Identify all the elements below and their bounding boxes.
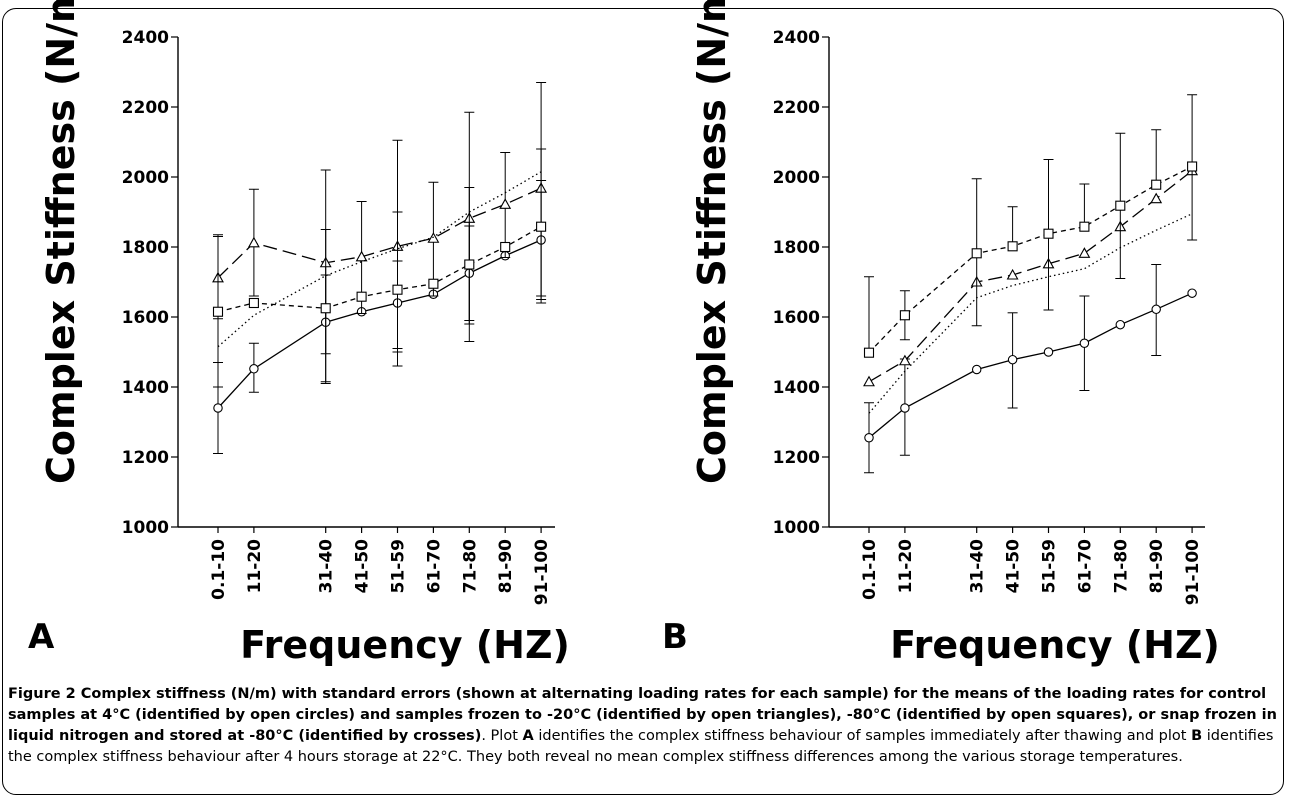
chart-b-x-tick-label: 31-40 (968, 539, 988, 594)
chart-a-y-tick-label: 1000 (122, 518, 169, 538)
chart-b-series-3-point (1151, 179, 1162, 190)
chart-a-series-1-line (217, 239, 542, 409)
chart-panel-a: Complex Stiffness (N/m) Frequency (HZ) A… (0, 0, 640, 680)
chart-a-x-tick-label: 11-20 (245, 539, 265, 594)
chart-b-series-1-point (1043, 347, 1054, 357)
caption-text-3: identifies the complex stiffness behavio… (8, 728, 1274, 765)
chart-b-series-1-point (864, 432, 874, 443)
chart-a-series-3-point (392, 284, 403, 295)
chart-b-y-tick-label: 1800 (773, 238, 820, 258)
chart-a-y-tick-label: 2400 (122, 28, 169, 48)
chart-a-y-tick-label: 2000 (122, 168, 169, 188)
chart-a-y-tick-label: 2200 (122, 98, 169, 118)
chart-b-series-3-point (971, 248, 982, 259)
chart-b-y-tick-label: 2000 (773, 168, 820, 188)
chart-a-series-4-line (217, 171, 542, 348)
chart-b-x-tick-label: 81-90 (1147, 539, 1167, 594)
chart-b-series-3-point (899, 310, 910, 321)
chart-a-series-1-point (213, 403, 223, 413)
chart-a-series-3-point (464, 259, 475, 270)
chart-a-y-axis-label: Complex Stiffness (N/m) (39, 0, 83, 484)
chart-b-y-tick-label: 1200 (773, 448, 820, 468)
chart-a-series-3-point (248, 297, 259, 309)
caption-heading: Figure 2 Complex stiffness (N/m) with st… (8, 686, 1277, 744)
chart-b-plot-area: 1000 1200 1400 1600 1800 2000 2200 2400 0.1-10 11… (773, 28, 1205, 605)
chart-b-y-tick-label: 2400 (773, 28, 820, 48)
chart-a-y-tick-label: 1200 (122, 448, 169, 468)
chart-panel-b: Complex Stiffness (N/m) Frequency (HZ) B… (650, 0, 1290, 680)
chart-a-plot-area: 1000 1200 1400 1600 1800 2000 2200 2400 0.1-10 11… (122, 28, 555, 605)
chart-b-y-tick-label: 2200 (773, 98, 820, 118)
chart-b-x-tick-label: 11-20 (896, 539, 916, 594)
chart-b-x-tick-label: 41-50 (1004, 539, 1024, 594)
chart-a-series-2-line (217, 187, 542, 279)
chart-b-series-3-point (1079, 221, 1090, 232)
chart-b-svg: Complex Stiffness (N/m) Frequency (HZ) B… (662, 0, 1220, 667)
chart-b-series-1-point (1187, 288, 1197, 298)
chart-b-series-3-point (1007, 241, 1018, 252)
chart-b-series-1-point (900, 403, 910, 413)
chart-a-series-2-point (247, 236, 260, 248)
chart-a-x-axis-label: Frequency (HZ) (240, 623, 570, 667)
caption-letter-a: A (522, 728, 534, 744)
figure-frame (2, 8, 1284, 795)
chart-b-y-tick-label: 1400 (773, 378, 820, 398)
chart-b-series-2-point (1078, 247, 1091, 258)
chart-b-series-1-point (971, 364, 982, 375)
chart-a-series-3-point (428, 278, 439, 289)
chart-b-series-1-point (1007, 354, 1018, 365)
chart-a-series-3-point (212, 306, 224, 317)
chart-a-x-tick-label: 31-40 (317, 539, 337, 594)
chart-a-series-3-point (500, 241, 511, 253)
chart-b-series-1-point (1079, 338, 1090, 348)
caption-text-1: . Plot (481, 728, 523, 744)
chart-b-x-tick-label: 71-80 (1111, 539, 1131, 594)
chart-a-series-1-point (249, 364, 259, 374)
chart-b-series-1-line (868, 292, 1193, 439)
chart-b-x-tick-label: 91-100 (1183, 539, 1203, 605)
chart-b-series-1-point (1151, 304, 1161, 315)
chart-a-y-tick-label: 1600 (122, 308, 169, 328)
chart-a-svg: Complex Stiffness (N/m) Frequency (HZ) A… (28, 0, 570, 667)
chart-b-x-tick-label: 61-70 (1075, 539, 1095, 594)
chart-b-x-tick-label: 51-59 (1040, 539, 1060, 593)
chart-a-series-3-point (320, 303, 331, 314)
chart-a-series-3-point (356, 291, 367, 302)
chart-b-y-axis-label: Complex Stiffness (N/m) (690, 0, 734, 484)
chart-a-panel-letter: A (28, 617, 55, 657)
chart-b-series-2-point (863, 375, 875, 387)
chart-a-series-3-line (217, 226, 542, 313)
chart-a-x-tick-label: 91-100 (532, 539, 552, 605)
chart-b-y-tick-label: 1600 (773, 308, 820, 328)
caption-letter-b: B (1191, 728, 1203, 744)
figure-caption: Figure 2 Complex stiffness (N/m) with st… (8, 684, 1278, 768)
chart-b-series-3-point (863, 347, 875, 358)
chart-b-series-4-line (868, 213, 1193, 414)
chart-a-y-tick-label: 1400 (122, 378, 169, 398)
chart-a-series-2-point (499, 198, 512, 209)
chart-a-series-2-point (355, 250, 368, 262)
chart-b-x-tick-label: 0.1-10 (860, 539, 880, 600)
chart-a-y-tick-label: 1800 (122, 238, 169, 258)
chart-a-x-tick-label: 61-70 (424, 539, 444, 594)
chart-b-series-3-point (1043, 228, 1054, 239)
chart-b-series-3-point (1187, 161, 1198, 172)
chart-a-x-tick-label: 41-50 (353, 539, 373, 594)
chart-b-series-3-line (868, 165, 1193, 354)
chart-b-series-2-point (898, 354, 911, 366)
chart-b-series-2-line (868, 170, 1193, 383)
chart-b-series-2-point (1150, 192, 1163, 204)
chart-a-series-3-point (536, 221, 547, 232)
chart-b-series-2-point (1006, 268, 1019, 280)
chart-b-x-axis-label: Frequency (HZ) (890, 623, 1220, 667)
chart-a-x-tick-label: 71-80 (460, 539, 480, 594)
chart-b-y-tick-label: 1000 (773, 518, 820, 538)
chart-a-x-tick-label: 51-59 (389, 539, 409, 593)
chart-a-x-tick-label: 0.1-10 (209, 539, 229, 600)
chart-a-x-tick-label: 81-90 (496, 539, 516, 594)
chart-b-panel-letter: B (662, 617, 688, 657)
chart-b-series-3-point (1115, 200, 1126, 211)
chart-b-series-1-point (1115, 319, 1126, 330)
caption-text-2: identifies the complex stiffness behavio… (533, 728, 1192, 744)
